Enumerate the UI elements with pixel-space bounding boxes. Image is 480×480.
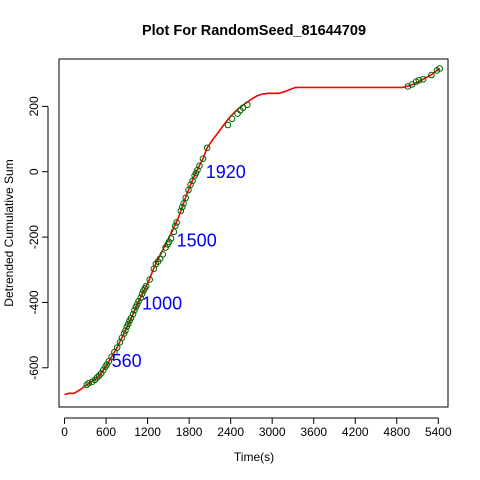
- x-tick-label: 1800: [176, 425, 203, 439]
- annotation-layer: 560 1000 1500 1920: [112, 162, 246, 371]
- data-point-marker: [159, 251, 167, 258]
- data-point-marker: [428, 71, 435, 79]
- data-point-marker: [173, 219, 180, 226]
- time-annotation: 1500: [177, 231, 217, 251]
- data-point-marker: [133, 301, 141, 308]
- y-tick-label: 200: [27, 96, 41, 116]
- data-point-marker: [127, 314, 135, 322]
- data-point-marker: [224, 121, 232, 129]
- y-tick-label: -600: [27, 355, 41, 379]
- data-point-marker: [165, 238, 173, 246]
- data-point-marker: [93, 374, 101, 381]
- x-axis-label: Time(s): [234, 450, 274, 464]
- data-point-marker: [131, 306, 138, 314]
- x-tick-label: 0: [61, 425, 68, 439]
- data-point-marker: [103, 361, 111, 368]
- data-point-marker: [203, 144, 211, 152]
- data-point-marker: [83, 381, 90, 389]
- y-axis-label: Detrended Cumulative Sum: [2, 159, 16, 306]
- data-point-marker: [97, 370, 105, 377]
- data-point-marker: [122, 327, 129, 334]
- series-layer: [64, 67, 441, 396]
- data-point-marker: [99, 366, 107, 374]
- data-point-marker: [436, 65, 443, 72]
- data-point-marker: [182, 194, 189, 202]
- data-point-marker: [177, 207, 185, 215]
- time-annotation: 1000: [142, 293, 182, 313]
- data-point-marker: [178, 203, 186, 211]
- data-point-marker: [196, 162, 203, 170]
- data-point-marker: [129, 310, 137, 318]
- series-line: [64, 67, 441, 396]
- data-point-marker: [228, 115, 236, 123]
- data-point-marker: [85, 379, 93, 387]
- chart-title: Plot For RandomSeed_81644709: [142, 23, 366, 39]
- data-point-marker: [113, 344, 121, 351]
- data-point-marker: [146, 276, 153, 283]
- data-point-marker: [187, 181, 194, 189]
- x-tick-label: 600: [96, 425, 116, 439]
- y-tick-label: -400: [27, 290, 41, 314]
- data-point-marker: [171, 222, 179, 230]
- data-point-marker: [419, 75, 427, 83]
- x-tick-label: 4800: [383, 425, 410, 439]
- x-tick-label: 2400: [217, 425, 244, 439]
- data-point-marker: [199, 155, 207, 162]
- x-tick-label: 1200: [134, 425, 161, 439]
- data-point-marker: [170, 228, 178, 236]
- time-annotation: 1920: [206, 162, 246, 182]
- data-point-marker: [180, 200, 187, 207]
- x-tick-label: 4200: [342, 425, 369, 439]
- x-tick-label: 3600: [300, 425, 327, 439]
- data-point-marker: [167, 235, 175, 242]
- data-point-marker: [162, 244, 169, 251]
- x-tick-label: 3000: [259, 425, 286, 439]
- x-tick-label: 5400: [425, 425, 452, 439]
- data-point-marker: [138, 290, 146, 298]
- data-point-marker: [142, 282, 150, 290]
- data-point-marker: [243, 101, 251, 109]
- plot-frame: [58, 58, 449, 408]
- time-annotation: 560: [112, 351, 142, 371]
- data-point-marker: [404, 83, 412, 90]
- data-point-marker: [135, 297, 142, 305]
- data-point-marker: [137, 294, 144, 302]
- y-tick-label: -200: [27, 225, 41, 249]
- y-axis: -600 -400 -200 0 200: [27, 96, 49, 380]
- y-tick-label: 0: [27, 168, 41, 175]
- x-axis: 0 600 1200 1800 2400 3000 3600 4200 4800 5400: [61, 417, 452, 439]
- marker-layer: [83, 65, 443, 389]
- data-point-marker: [415, 76, 423, 84]
- data-point-marker: [124, 320, 132, 328]
